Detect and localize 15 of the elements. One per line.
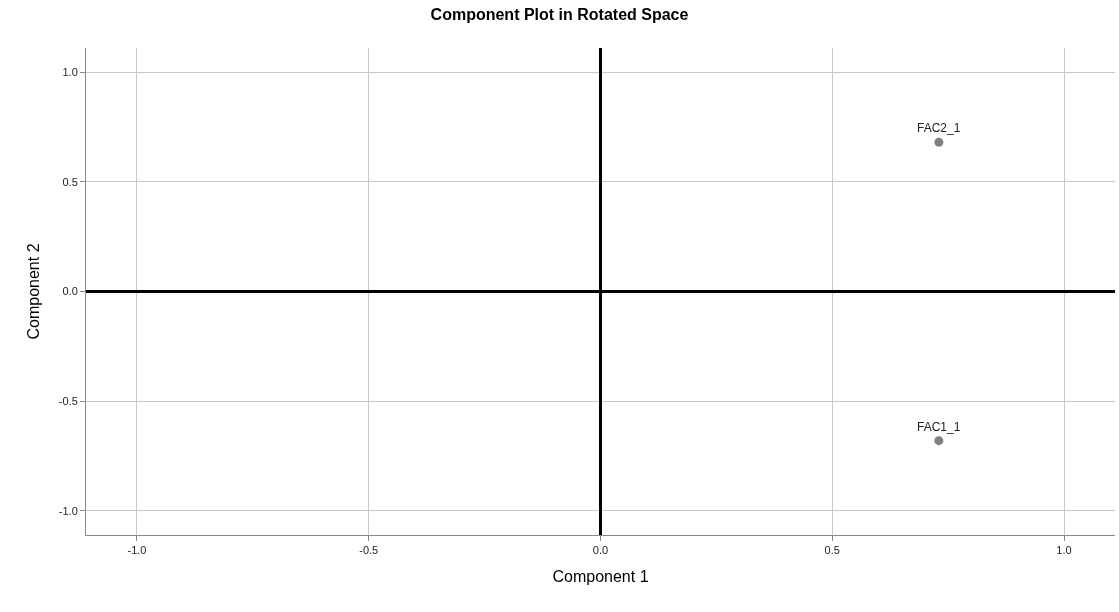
annotation: FAC2_1 [917, 121, 961, 135]
x-tick-label: 0.0 [592, 544, 609, 557]
y-tick-label: 0.5 [62, 175, 78, 188]
y-tick-label: 0.0 [62, 285, 78, 298]
y-tick-label: 1.0 [62, 65, 78, 78]
y-axis-title: Component 2 [24, 243, 42, 340]
x-axis-title: Component 1 [552, 567, 649, 585]
x-tick-label: 1.0 [1056, 544, 1072, 557]
x-tick-label: 0.5 [824, 544, 840, 557]
x-tick-label: -0.5 [359, 544, 379, 557]
annotation: FAC1_1 [917, 420, 961, 434]
chart-title: Component Plot in Rotated Space [430, 6, 689, 24]
y-tick-label: -0.5 [58, 395, 78, 408]
x-tick-label: -1.0 [127, 544, 147, 557]
y-tick-label: -1.0 [58, 504, 78, 517]
